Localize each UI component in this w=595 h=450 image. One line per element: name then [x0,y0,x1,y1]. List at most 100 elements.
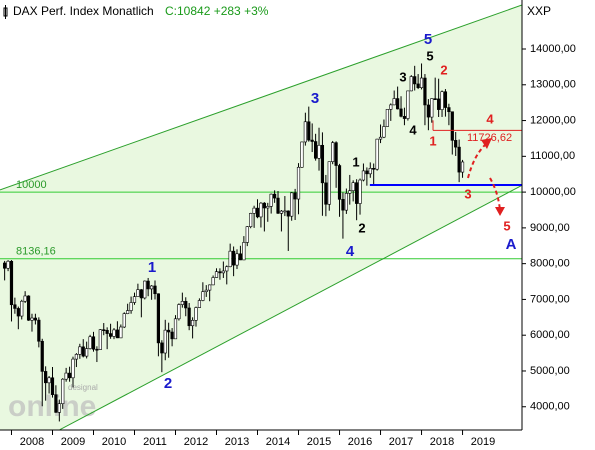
candle-body [327,161,331,205]
candle-body [95,348,99,351]
candle-body [430,98,434,118]
wave-label: 5 [503,218,510,233]
candle-body [252,207,256,214]
candle-body [170,331,174,340]
candle-body [23,295,27,302]
candle-body [208,284,212,291]
y-tick-label: 9000,00 [530,222,570,234]
candle-body [409,76,413,92]
candle-body [314,141,318,159]
watermark-small: designal [68,383,98,392]
candle-body [146,280,150,290]
level-label: 10000 [16,179,47,191]
x-tick-label: 2009 [61,436,85,448]
candle-body [88,336,92,349]
y-tick-label: 10000,00 [530,186,576,198]
candle-body [423,77,427,106]
candle-body [334,142,338,166]
wave-label: 1 [148,259,156,276]
candle-body [320,144,325,184]
candle-body [348,190,352,194]
candle-body [249,213,253,227]
chart-subtitle: C:10842 +283 +3% [165,4,269,18]
x-tick-label: 2018 [430,436,454,448]
x-tick-label: 2011 [143,436,167,448]
y-tick-label: 11000,00 [530,150,575,162]
candle-body [9,260,14,306]
wave-label: 4 [486,111,494,126]
candle-body [108,333,113,337]
candle-body [426,104,430,118]
y-tick-label: 8000,00 [530,258,570,270]
candle-body [167,329,171,333]
candle-body [16,308,20,317]
candle-body [255,207,260,218]
candle-body [238,253,243,261]
candle-body [406,90,410,119]
candle-body [30,317,34,321]
candle-body [160,342,164,354]
candle-body [214,271,219,278]
level-label: 8136,16 [16,246,56,258]
candle-body [115,329,119,339]
candle-body [460,161,465,173]
y-tick-label: 6000,00 [530,329,570,341]
candle-body [358,179,362,204]
candle-body [355,182,359,204]
candle-body [122,313,126,328]
candle-body [129,302,133,311]
candle-body [303,121,307,143]
candle-body [81,346,85,357]
candle-body [61,378,65,405]
candle-body [242,242,246,261]
candle-body [136,289,140,297]
x-tick-label: 2008 [20,436,44,448]
candle-body [211,277,215,286]
x-tick-label: 2017 [389,436,413,448]
wave-label: 4 [346,243,355,260]
candle-body [440,91,444,110]
candle-body [385,109,389,127]
candle-body [300,141,304,168]
wave-label: 4 [409,122,417,137]
candle-body [447,107,451,113]
candle-body [126,310,130,314]
candle-body [372,168,376,170]
candle-body [163,329,167,354]
candle-body [64,372,68,380]
x-tick-label: 2014 [266,436,290,448]
candle-body [40,340,44,372]
candle-body [221,270,225,274]
candle-body [225,266,229,272]
candle-body [173,318,178,340]
candle-body [232,250,236,266]
candle-body [273,193,277,199]
candle-body [74,354,78,360]
candle-body [368,168,372,175]
candle-body [112,329,116,337]
candle-body [132,296,137,303]
candle-body [245,226,249,243]
chart-title: DAX Perf. Index Monatlich [13,4,154,18]
candle-body [91,336,96,350]
candle-body [413,76,417,85]
candle-body [317,144,321,159]
candle-body [180,301,184,305]
candle-body [307,121,311,141]
candle-body [341,199,345,211]
candle-body [433,98,437,100]
candle-body [375,138,379,170]
candle-body [156,293,161,344]
x-tick-label: 2016 [348,436,372,448]
candle-body [382,126,386,138]
candle-body [20,300,24,317]
candle-body [44,371,48,384]
candle-body [361,170,366,181]
wave-label: 1 [429,133,436,148]
wave-label: 3 [399,69,406,84]
candle-body [344,193,348,211]
candle-body [365,170,369,175]
x-tick-label: 2012 [184,436,208,448]
candle-body [85,348,89,357]
